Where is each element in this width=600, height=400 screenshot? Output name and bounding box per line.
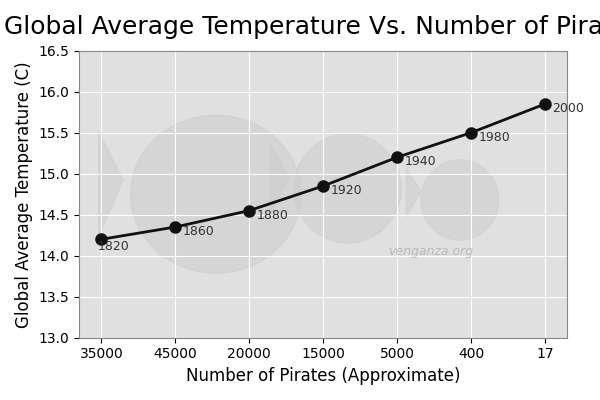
Ellipse shape [421, 160, 499, 240]
Ellipse shape [130, 115, 301, 273]
Polygon shape [98, 131, 123, 237]
Text: 1980: 1980 [478, 131, 510, 144]
Polygon shape [269, 142, 289, 217]
Text: 1940: 1940 [404, 156, 436, 168]
Polygon shape [406, 168, 421, 217]
Title: Global Average Temperature Vs. Number of Pirates: Global Average Temperature Vs. Number of… [4, 15, 600, 39]
Text: venganza.org: venganza.org [388, 245, 473, 258]
Text: 1880: 1880 [257, 209, 289, 222]
Text: 1820: 1820 [98, 240, 130, 253]
Text: 1860: 1860 [182, 225, 214, 238]
Text: 1920: 1920 [331, 184, 362, 197]
X-axis label: Number of Pirates (Approximate): Number of Pirates (Approximate) [186, 367, 460, 385]
Text: 2000: 2000 [553, 102, 584, 115]
Ellipse shape [294, 134, 401, 243]
Y-axis label: Global Average Temperature (C): Global Average Temperature (C) [15, 61, 33, 328]
